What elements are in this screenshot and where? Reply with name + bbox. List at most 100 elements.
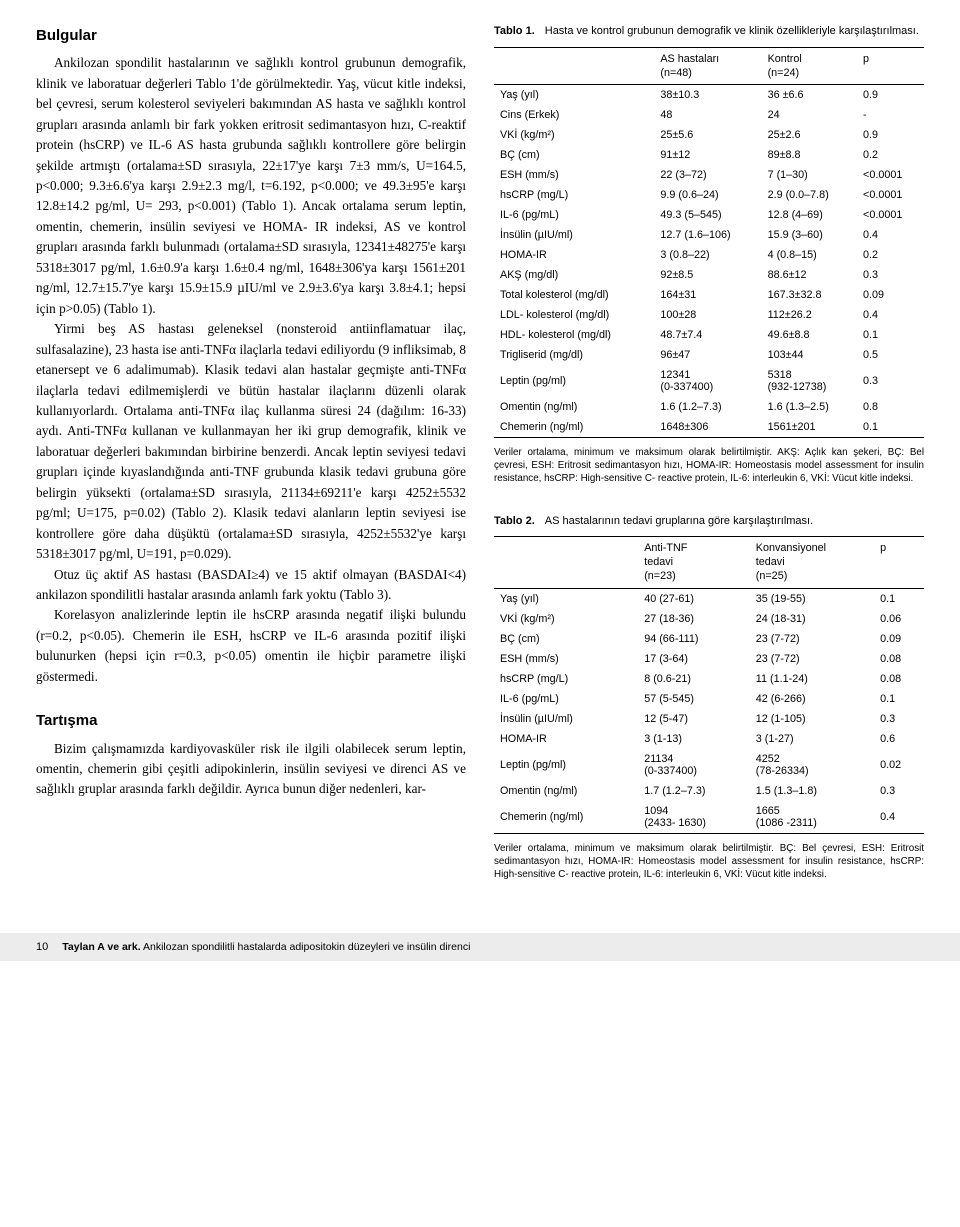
table-cell-param: HOMA-IR [494,245,654,265]
table-cell-param: İnsülin (µIU/ml) [494,709,638,729]
table-cell-ctrl: 4 (0.8–15) [762,245,857,265]
table-cell-p: <0.0001 [857,185,924,205]
table-cell-ctrl: 88.6±12 [762,265,857,285]
table-row: Cins (Erkek)4824- [494,105,924,125]
table-1-col-ctrl-line1: Kontrol [768,53,802,65]
table-cell-as: 48 [654,105,761,125]
table-cell-as: 3 (0.8–22) [654,245,761,265]
table-cell-p: <0.0001 [857,205,924,225]
table-cell-ctrl: 167.3±32.8 [762,285,857,305]
table-2-col-conv: Konvansiyonel tedavi (n=25) [750,537,874,588]
table-1-footnote: Veriler ortalama, minimum ve maksimum ol… [494,446,924,486]
table-row: VKİ (kg/m²)27 (18-36)24 (18-31)0.06 [494,609,924,629]
table-2: Anti-TNF tedavi (n=23) Konvansiyonel ted… [494,536,924,833]
table-row: Yaş (yıl)40 (27-61)35 (19-55)0.1 [494,588,924,609]
table-cell-ctrl: 112±26.2 [762,305,857,325]
table-cell-param: hsCRP (mg/L) [494,669,638,689]
table-cell-p: 0.1 [857,417,924,438]
table-2-col-anti-n: (n=23) [644,569,744,583]
table-cell-conv: 24 (18-31) [750,609,874,629]
table-cell-param: VKİ (kg/m²) [494,125,654,145]
table-cell-conv: 11 (1.1-24) [750,669,874,689]
footer-desc: Ankilozan spondilitli hastalarda adiposi… [143,941,470,953]
table-1-col-ctrl: Kontrol (n=24) [762,47,857,84]
table-cell-conv: 1.5 (1.3–1.8) [750,781,874,801]
table-cell-ctrl: 1.6 (1.3–2.5) [762,397,857,417]
table-cell-param: Chemerin (ng/ml) [494,417,654,438]
table-cell-conv: 12 (1-105) [750,709,874,729]
table-cell-param: IL-6 (pg/mL) [494,689,638,709]
table-cell-anti: 3 (1-13) [638,729,750,749]
table-cell-ctrl: 5318(932-12738) [762,365,857,397]
table-cell-p: 0.1 [874,588,924,609]
table-row: İnsülin (µIU/ml)12.7 (1.6–106)15.9 (3–60… [494,225,924,245]
table-1-block: Tablo 1. Hasta ve kontrol grubunun demog… [494,24,924,486]
table-cell-p: 0.08 [874,669,924,689]
table-cell-anti: 1094(2433- 1630) [638,801,750,834]
table-cell-as: 91±12 [654,145,761,165]
page-number: 10 [36,941,48,953]
table-cell-ctrl: 12.8 (4–69) [762,205,857,225]
table-cell-p: 0.3 [857,265,924,285]
table-cell-as: 38±10.3 [654,84,761,105]
table-cell-anti: 21134(0-337400) [638,749,750,781]
table-cell-anti: 17 (3-64) [638,649,750,669]
table-row: Leptin (pg/ml)12341(0-337400)5318(932-12… [494,365,924,397]
table-cell-conv: 1665(1086 -2311) [750,801,874,834]
table-cell-ctrl: 36 ±6.6 [762,84,857,105]
table-row: Yaş (yıl)38±10.336 ±6.60.9 [494,84,924,105]
table-cell-p: 0.06 [874,609,924,629]
table-cell-conv: 42 (6-266) [750,689,874,709]
table-cell-param: Chemerin (ng/ml) [494,801,638,834]
table-2-col-param [494,537,638,588]
table-2-col-conv-l1: Konvansiyonel [756,542,826,554]
table-cell-ctrl: 7 (1–30) [762,165,857,185]
table-row: ESH (mm/s)22 (3–72)7 (1–30)<0.0001 [494,165,924,185]
table-cell-as: 12.7 (1.6–106) [654,225,761,245]
table-row: hsCRP (mg/L)8 (0.6-21)11 (1.1-24)0.08 [494,669,924,689]
left-column: Bulgular Ankilozan spondilit hastalarını… [36,24,466,909]
table-1-col-as-n: (n=48) [660,66,755,80]
table-cell-param: Omentin (ng/ml) [494,781,638,801]
table-cell-ctrl: 25±2.6 [762,125,857,145]
right-column: Tablo 1. Hasta ve kontrol grubunun demog… [494,24,924,909]
table-2-col-anti-l2: tedavi [644,555,744,569]
table-1-caption: Tablo 1. Hasta ve kontrol grubunun demog… [494,24,924,39]
table-cell-p: 0.3 [874,781,924,801]
table-row: Omentin (ng/ml)1.7 (1.2–7.3)1.5 (1.3–1.8… [494,781,924,801]
table-cell-param: BÇ (cm) [494,629,638,649]
discussion-paragraph: Bizim çalışmamızda kardiyovasküler risk … [36,739,466,800]
table-cell-ctrl: 49.6±8.8 [762,325,857,345]
table-cell-p: 0.3 [874,709,924,729]
table-row: HDL- kolesterol (mg/dl)48.7±7.449.6±8.80… [494,325,924,345]
table-cell-param: Yaş (yıl) [494,84,654,105]
table-2-block: Tablo 2. AS hastalarının tedavi grupları… [494,514,924,882]
table-row: BÇ (cm)94 (66-111)23 (7-72)0.09 [494,629,924,649]
table-cell-param: HDL- kolesterol (mg/dl) [494,325,654,345]
table-cell-ctrl: 15.9 (3–60) [762,225,857,245]
table-cell-as: 92±8.5 [654,265,761,285]
table-cell-param: Cins (Erkek) [494,105,654,125]
table-cell-as: 100±28 [654,305,761,325]
table-cell-conv: 35 (19-55) [750,588,874,609]
table-row: BÇ (cm)91±1289±8.80.2 [494,145,924,165]
table-cell-p: 0.4 [857,225,924,245]
table-cell-ctrl: 89±8.8 [762,145,857,165]
table-2-title: AS hastalarının tedavi gruplarına göre k… [545,514,813,529]
table-cell-as: 164±31 [654,285,761,305]
table-row: LDL- kolesterol (mg/dl)100±28112±26.20.4 [494,305,924,325]
table-cell-param: Trigliserid (mg/dl) [494,345,654,365]
table-cell-as: 25±5.6 [654,125,761,145]
table-2-col-anti-l1: Anti-TNF [644,542,687,554]
table-1-col-param [494,47,654,84]
table-cell-anti: 8 (0.6-21) [638,669,750,689]
table-row: hsCRP (mg/L)9.9 (0.6–24)2.9 (0.0–7.8)<0.… [494,185,924,205]
table-cell-p: 0.2 [857,145,924,165]
table-cell-param: IL-6 (pg/mL) [494,205,654,225]
footer-author: Taylan A ve ark. [62,941,140,953]
table-cell-param: ESH (mm/s) [494,165,654,185]
table-cell-as: 1.6 (1.2–7.3) [654,397,761,417]
table-cell-p: 0.08 [874,649,924,669]
table-row: HOMA-IR3 (0.8–22)4 (0.8–15)0.2 [494,245,924,265]
heading-discussion: Tartışma [36,709,466,732]
